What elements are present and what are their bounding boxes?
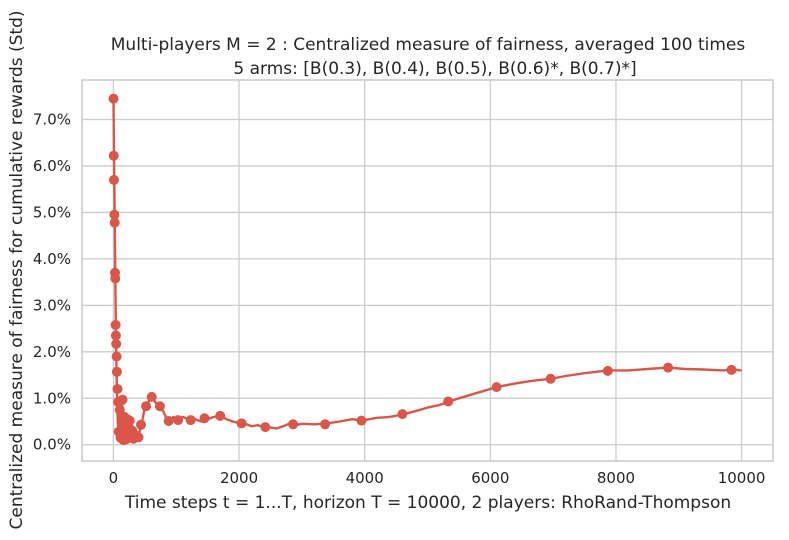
x-tick-label: 8000	[597, 469, 635, 487]
data-point	[124, 415, 135, 426]
grid-layer	[82, 80, 773, 461]
y-tick-label: 6.0%	[33, 157, 71, 175]
y-tick-label: 3.0%	[33, 296, 71, 314]
data-point	[288, 419, 299, 430]
x-tick-label: 4000	[346, 469, 384, 487]
data-point	[110, 319, 121, 330]
series-line	[112, 98, 742, 442]
x-tick-label: 0	[109, 469, 119, 487]
y-tick-label: 2.0%	[33, 343, 71, 361]
data-point	[199, 413, 210, 424]
data-point	[397, 409, 408, 420]
y-tick-label: 1.0%	[33, 389, 71, 407]
data-point	[545, 373, 556, 384]
data-point	[111, 338, 122, 349]
data-point	[443, 396, 454, 407]
data-point	[110, 273, 121, 284]
data-point	[320, 419, 331, 430]
tick-layer: 0 2000 4000 6000 8000 10000 0.0% 1.0% 2.0% 3.0% 4.…	[33, 110, 766, 487]
data-point	[108, 150, 119, 161]
chart-title: Multi-players M = 2 : Centralized measur…	[111, 35, 746, 55]
data-point	[112, 384, 123, 394]
data-point	[154, 401, 165, 412]
y-tick-label: 5.0%	[33, 203, 71, 221]
data-point	[173, 415, 184, 426]
data-point	[146, 391, 157, 402]
data-point	[726, 364, 737, 375]
x-tick-label: 6000	[471, 469, 509, 487]
x-axis-label: Time steps t = 1...T, horizon T = 10000,…	[124, 493, 731, 513]
data-point	[236, 418, 247, 429]
series-layer	[108, 93, 742, 446]
data-point	[108, 93, 119, 104]
data-point	[109, 217, 120, 228]
data-point	[133, 432, 144, 443]
chart-subtitle: 5 arms: [B(0.3), B(0.4), B(0.5), B(0.6)*…	[233, 59, 636, 79]
data-point	[163, 416, 174, 426]
plot-frame	[81, 79, 774, 462]
data-point	[109, 209, 120, 220]
data-point	[185, 415, 196, 426]
data-point	[109, 174, 119, 185]
data-point	[215, 410, 226, 421]
data-point	[117, 394, 128, 405]
data-point	[141, 401, 152, 412]
data-point	[260, 422, 271, 433]
x-tick-label: 2000	[220, 469, 258, 487]
data-point	[663, 362, 674, 373]
y-axis-label: Centralized measure of fairness for cumu…	[7, 10, 27, 529]
data-point	[111, 351, 122, 362]
data-point	[356, 415, 367, 426]
data-point	[491, 382, 502, 393]
y-tick-label: 0.0%	[33, 436, 71, 454]
data-point	[114, 404, 125, 415]
y-tick-label: 4.0%	[33, 250, 71, 268]
data-point	[111, 366, 122, 377]
data-point	[136, 419, 146, 430]
data-point	[602, 365, 613, 376]
data-point	[110, 330, 121, 341]
x-tick-label: 10000	[718, 469, 766, 487]
y-tick-label: 7.0%	[33, 110, 71, 128]
